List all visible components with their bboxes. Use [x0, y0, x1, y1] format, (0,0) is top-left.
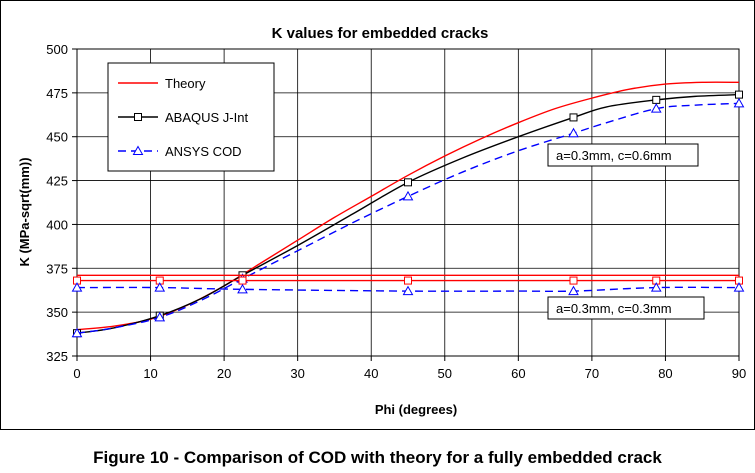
x-tick-label: 60: [511, 366, 525, 381]
y-tick-label: 375: [46, 261, 68, 276]
x-tick-label: 20: [217, 366, 231, 381]
y-tick-label: 350: [46, 305, 68, 320]
legend-label: ANSYS COD: [165, 144, 242, 159]
legend-entry: ABAQUS J-Int: [118, 110, 248, 125]
series-line-ansys-cod: [76, 286, 740, 293]
data-point-ansys-cod: [402, 190, 414, 201]
data-point-ansys-cod: [71, 327, 83, 338]
y-tick-label: 475: [46, 86, 68, 101]
legend-swatch-marker: [134, 113, 142, 121]
ticks-layer: 0 10 20 30 40 50 60 70 80 90 325 350 375 400 425 450 475…: [46, 42, 746, 381]
data-point-abaqus-j-int: [404, 178, 412, 187]
chart-frame: K values for embedded cracks 0 10 20 30 40 50…: [0, 0, 755, 430]
data-point-abaqus-j-int: [404, 276, 412, 285]
data-point-ansys-cod: [568, 127, 579, 138]
data-point-ansys-cod: [154, 311, 166, 322]
y-tick-label: 425: [46, 174, 68, 189]
series-layer: [71, 81, 745, 338]
x-tick-label: 90: [732, 366, 746, 381]
data-point-abaqus-j-int: [569, 113, 578, 122]
x-tick-label: 40: [364, 366, 378, 381]
data-point-ansys-cod: [237, 283, 248, 294]
data-point-ansys-cod: [71, 282, 83, 292]
series-line-ansys-cod: [76, 102, 740, 334]
data-point-abaqus-j-int: [238, 276, 247, 285]
x-tick-label: 0: [73, 366, 80, 381]
y-tick-label: 500: [46, 42, 68, 57]
data-point-ansys-cod: [568, 285, 579, 296]
x-tick-label: 80: [658, 366, 672, 381]
annotation-layer: a=0.3mm, c=0.6mm a=0.3mm, c=0.3mm: [547, 143, 705, 320]
annotation-c03: a=0.3mm, c=0.3mm: [547, 296, 705, 320]
data-point-ansys-cod: [733, 282, 745, 292]
legend-entry: Theory: [118, 76, 206, 91]
x-axis-title: Phi (degrees): [375, 402, 457, 417]
chart-svg: K values for embedded cracks 0 10 20 30 40 50…: [0, 0, 755, 430]
figure-caption: Figure 10 - Comparison of COD with theor…: [93, 448, 662, 467]
x-tick-label: 50: [438, 366, 452, 381]
series-abaqus-j-int-c03: [73, 276, 743, 285]
data-point-ansys-cod: [650, 103, 662, 113]
y-axis-title: K (MPa-sqrt(mm)): [17, 157, 32, 266]
chart-title: K values for embedded cracks: [272, 25, 489, 42]
legend-swatch-marker: [132, 145, 144, 155]
data-point-abaqus-j-int: [569, 276, 578, 285]
y-tick-label: 400: [46, 217, 68, 232]
x-tick-label: 30: [290, 366, 304, 381]
annotation-label: a=0.3mm, c=0.6mm: [556, 148, 672, 163]
data-point-ansys-cod: [402, 285, 414, 296]
data-point-ansys-cod: [154, 282, 166, 292]
legend-entry: ANSYS COD: [118, 144, 242, 159]
annotation-box: [547, 296, 705, 320]
annotation-box: [547, 143, 699, 167]
data-point-ansys-cod: [733, 97, 745, 108]
x-tick-label: 10: [143, 366, 157, 381]
annotation-c06: a=0.3mm, c=0.6mm: [547, 143, 699, 167]
legend-label: Theory: [165, 76, 206, 91]
data-point-ansys-cod: [650, 282, 662, 292]
data-point-abaqus-j-int: [735, 90, 743, 99]
annotation-label: a=0.3mm, c=0.3mm: [556, 301, 672, 316]
y-tick-label: 325: [46, 349, 68, 364]
legend: Theory ABAQUS J-Int ANSYS COD: [107, 62, 275, 172]
y-tick-label: 450: [46, 130, 68, 145]
series-ansys-cod-c03: [71, 282, 745, 296]
legend-label: ABAQUS J-Int: [165, 110, 248, 125]
data-point-abaqus-j-int: [652, 95, 661, 104]
x-tick-label: 70: [585, 366, 599, 381]
